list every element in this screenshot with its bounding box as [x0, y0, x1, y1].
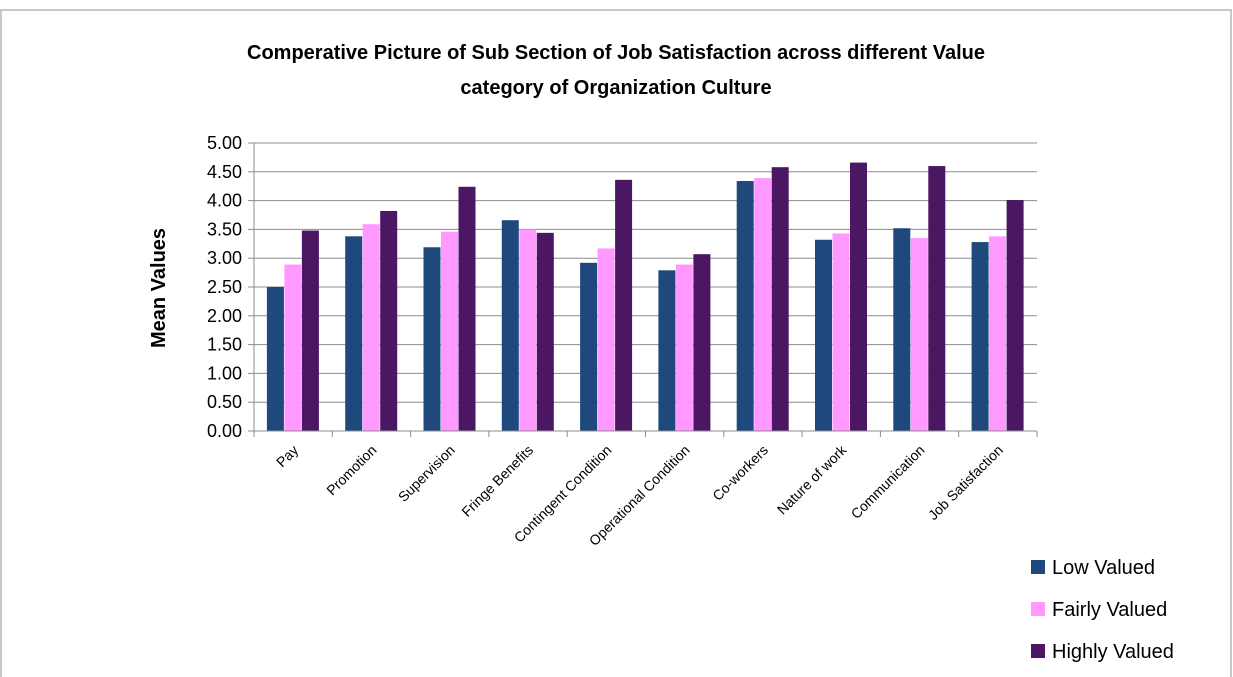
x-tick-label: Nature of work: [774, 441, 850, 517]
x-tick-label: Pay: [273, 442, 301, 470]
x-tick-label: Fringe Benefits: [458, 442, 536, 520]
bar-1-4: [501, 220, 519, 431]
bars: [266, 162, 1024, 432]
bar-1-3: [423, 247, 441, 431]
bar-1-6: [658, 270, 676, 431]
legend-label: Fairly Valued: [1052, 599, 1167, 621]
x-tick-label: Promotion: [323, 442, 379, 498]
x-tick-label: Communication: [848, 442, 928, 522]
bar-2-9: [910, 238, 928, 431]
bar-3-2: [380, 210, 398, 431]
x-tick-label: Supervision: [395, 442, 458, 505]
legend-label: Low Valued: [1052, 557, 1155, 579]
x-tick-label: Co-workers: [709, 442, 771, 504]
x-tick-label: Job Satisfaction: [925, 442, 1006, 523]
bar-1-2: [345, 236, 363, 431]
bar-1-10: [971, 242, 989, 431]
bar-2-1: [284, 264, 302, 431]
y-tick-label: 4.50: [207, 162, 242, 182]
y-tick-label: 1.50: [207, 335, 242, 355]
bar-3-1: [301, 230, 319, 431]
y-tick-label: 1.00: [207, 363, 242, 383]
bar-3-3: [458, 186, 476, 431]
y-tick-label: 3.50: [207, 219, 242, 239]
bar-1-9: [893, 228, 911, 431]
bar-1-7: [736, 181, 754, 431]
legend-swatch: [1031, 560, 1045, 574]
bar-2-10: [989, 236, 1007, 431]
legend-swatch: [1031, 644, 1045, 658]
y-tick-label: 2.00: [207, 306, 242, 326]
y-axis-label: Mean Values: [148, 228, 170, 348]
bar-3-10: [1006, 200, 1024, 431]
bar-3-5: [615, 179, 633, 431]
chart-title-line-2: category of Organization Culture: [460, 77, 771, 99]
y-tick-label: 2.50: [207, 277, 242, 297]
chart-title-line-1: Comperative Picture of Sub Section of Jo…: [247, 42, 985, 64]
bar-2-3: [441, 231, 458, 431]
bar-3-9: [928, 166, 946, 432]
bar-2-8: [832, 233, 850, 431]
y-tick-label: 0.00: [207, 421, 242, 441]
bar-1-1: [266, 287, 284, 431]
legend-swatch: [1031, 602, 1045, 616]
x-axis-ticks: Pay Promotion Supervision Fringe Benefits Co…: [253, 431, 1038, 549]
bar-2-6: [675, 264, 693, 431]
chart-border: [0, 9, 1232, 677]
y-tick-label: 0.50: [207, 392, 242, 412]
y-tick-label: 5.00: [207, 133, 242, 153]
bar-3-8: [850, 162, 867, 432]
y-axis-ticks: 0.00 0.50 1.00 1.50 2.00 2.50 3.00 3.50 4.00 4.50…: [207, 133, 254, 441]
bar-2-7: [754, 178, 772, 431]
legend: Low Valued Fairly Valued Highly Valued: [1031, 557, 1174, 663]
bar-1-8: [815, 239, 832, 431]
bar-2-2: [362, 224, 380, 431]
bar-2-5: [597, 248, 615, 431]
bar-3-7: [771, 167, 789, 431]
y-tick-label: 3.00: [207, 248, 242, 268]
y-tick-label: 4.00: [207, 191, 242, 211]
bar-2-4: [519, 229, 537, 431]
legend-label: Highly Valued: [1052, 641, 1174, 663]
bar-3-6: [693, 254, 711, 431]
bar-1-5: [580, 262, 598, 431]
bar-3-4: [536, 232, 554, 431]
